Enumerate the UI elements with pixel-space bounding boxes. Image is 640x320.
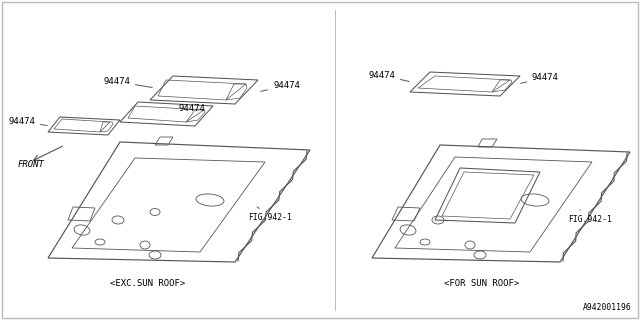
Text: 94474: 94474 <box>521 73 559 84</box>
Text: 94474: 94474 <box>103 77 152 88</box>
Text: FIG.942-1: FIG.942-1 <box>568 210 612 224</box>
Text: <FOR SUN ROOF>: <FOR SUN ROOF> <box>444 279 520 288</box>
Text: 94474: 94474 <box>368 71 410 81</box>
Text: 94474: 94474 <box>8 117 47 126</box>
Text: FRONT: FRONT <box>18 160 45 169</box>
Text: A942001196: A942001196 <box>583 303 632 312</box>
Text: <EXC.SUN ROOF>: <EXC.SUN ROOF> <box>110 279 186 288</box>
Text: 94474: 94474 <box>178 104 205 113</box>
Text: 94474: 94474 <box>260 81 300 92</box>
Text: FIG.942-1: FIG.942-1 <box>248 207 292 222</box>
